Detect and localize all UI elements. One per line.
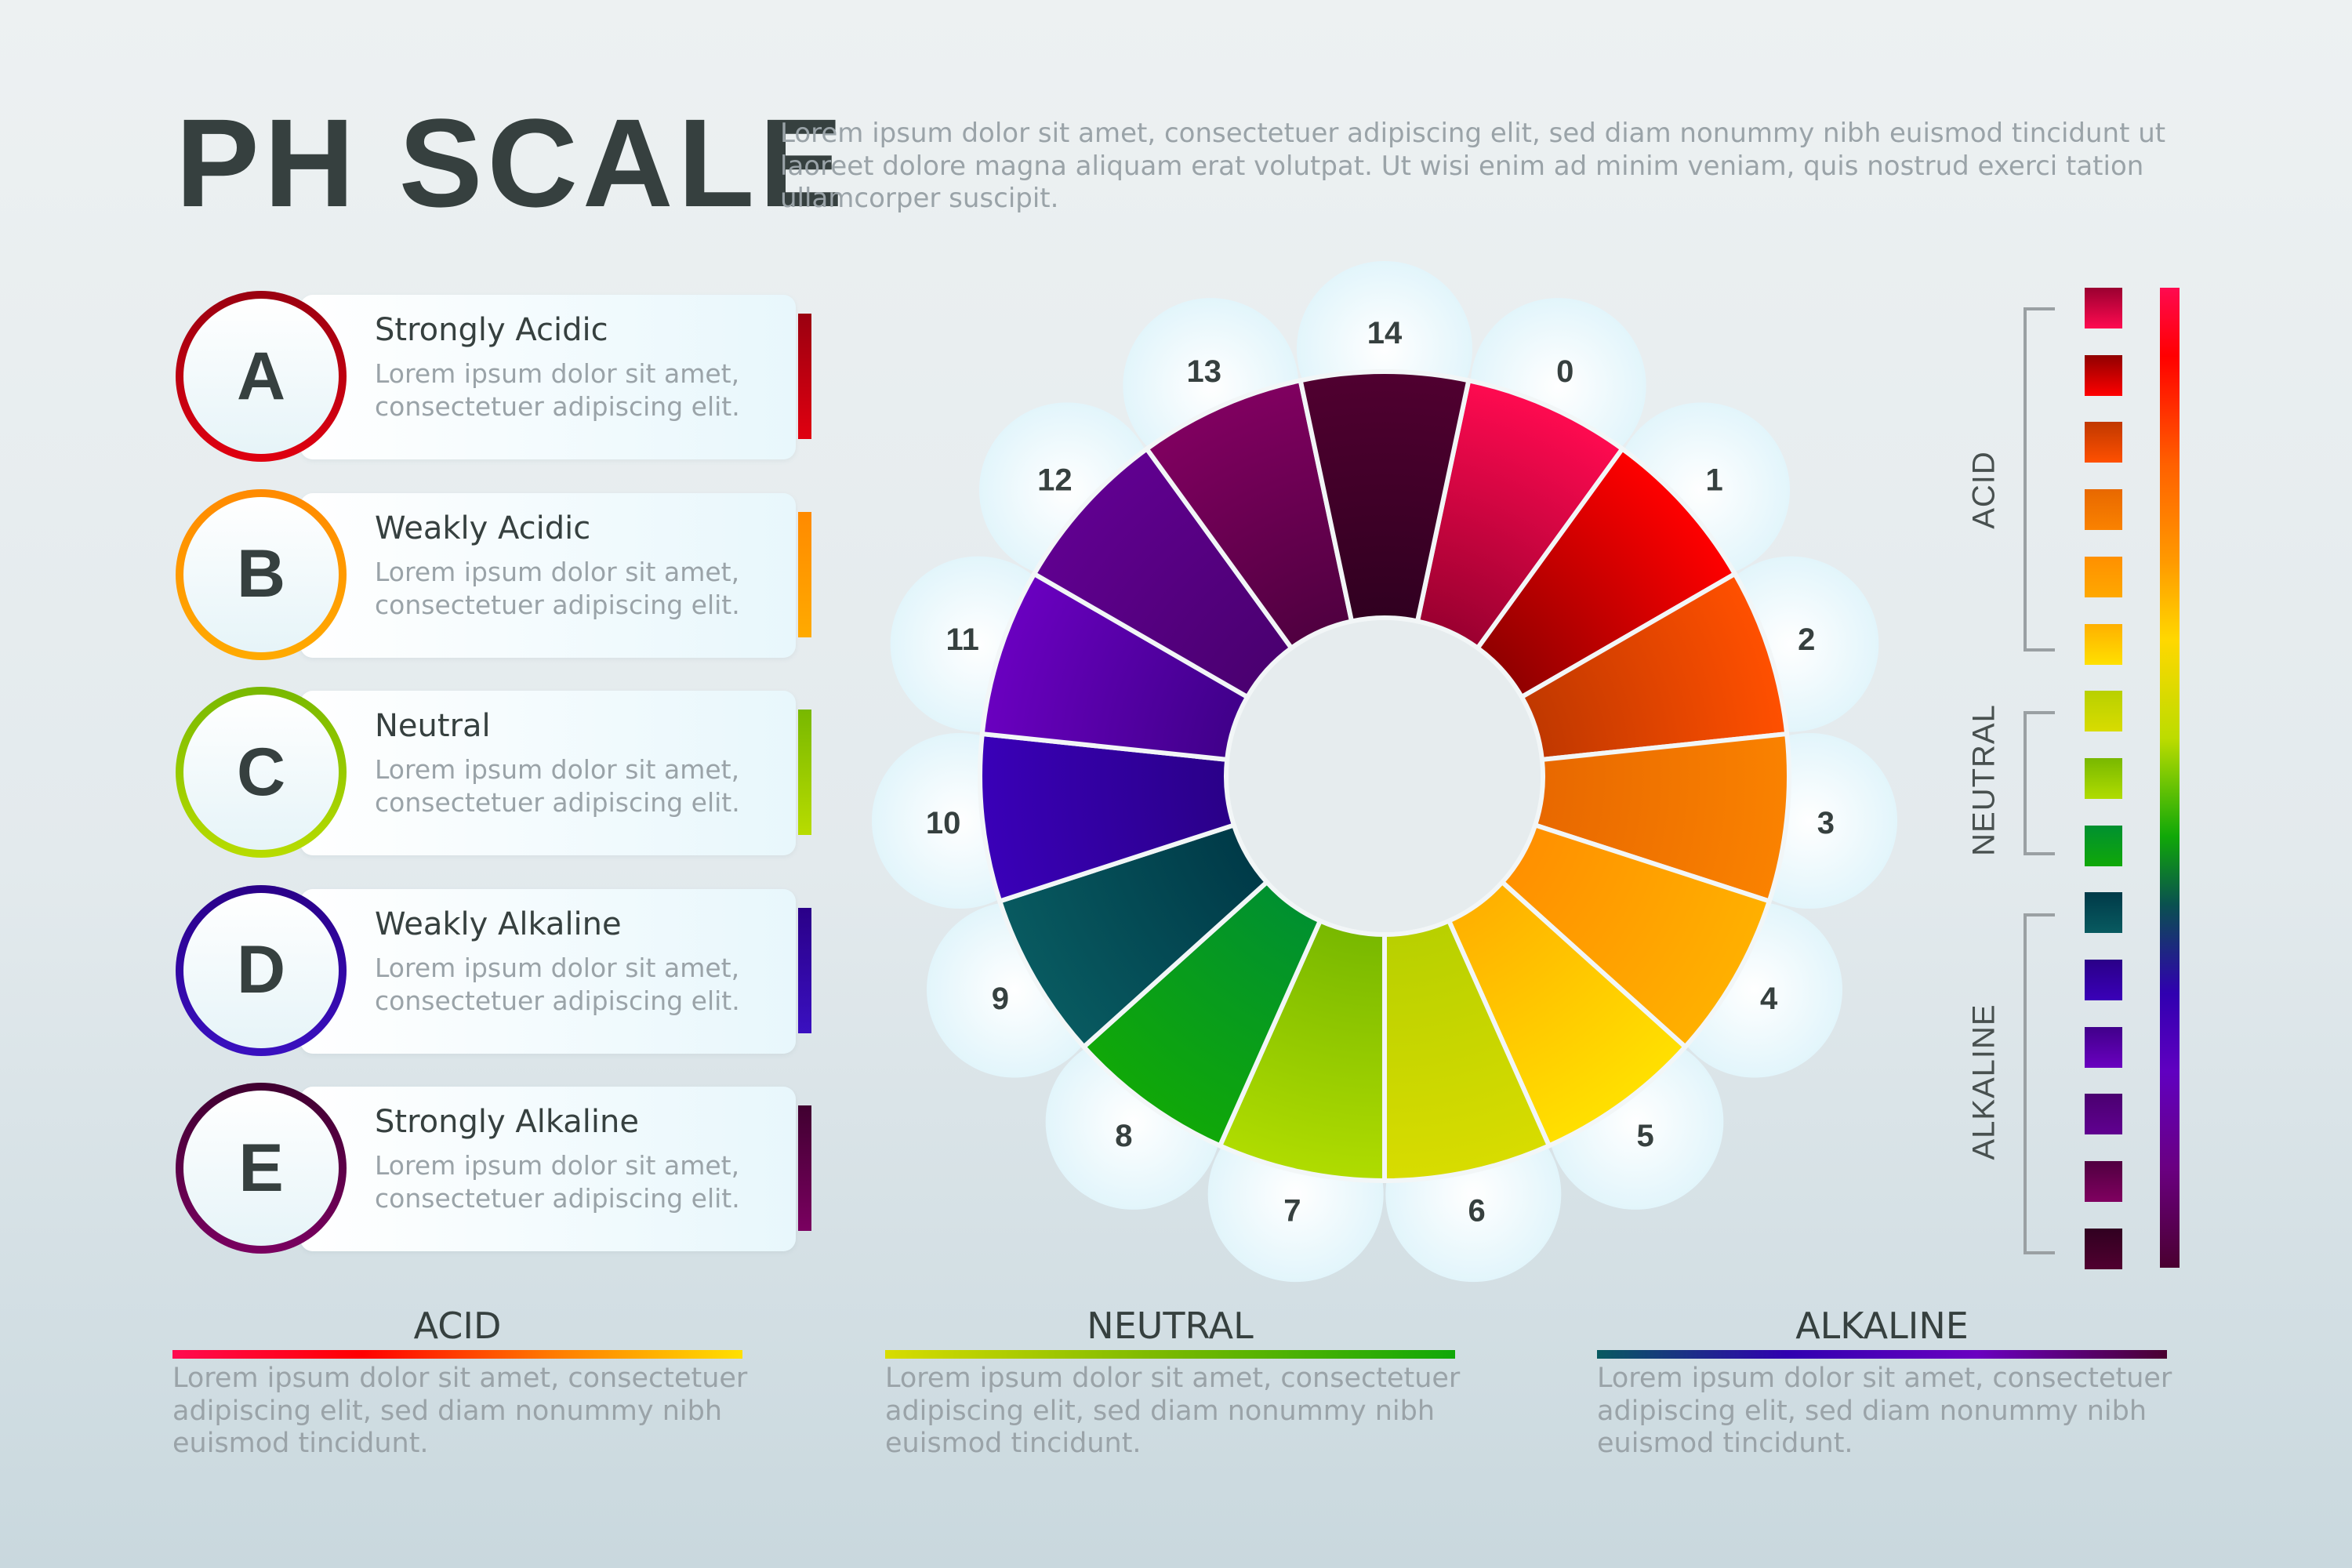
category-card — [300, 888, 796, 1054]
footer-text: Lorem ipsum dolor sit amet, consectetuer… — [885, 1363, 1461, 1459]
footer-gradient-bar — [1597, 1350, 2167, 1359]
category-accent-bar — [798, 710, 811, 835]
category-title: Weakly Alkaline — [375, 906, 622, 942]
ph-label: 13 — [1187, 354, 1222, 389]
ph-segment-14 — [1298, 369, 1472, 624]
ph-swatch — [2085, 1094, 2122, 1135]
ph-swatch — [2085, 288, 2122, 328]
ph-label: 9 — [992, 982, 1009, 1016]
group-bracket — [2024, 307, 2055, 652]
ph-swatch — [2085, 354, 2122, 396]
category-card — [300, 1087, 796, 1251]
category-title: Strongly Alkaline — [375, 1104, 639, 1140]
footer-gradient-bar — [885, 1350, 1455, 1359]
ph-label: 4 — [1760, 982, 1778, 1016]
ph-swatch — [2085, 691, 2122, 732]
ph-label: 12 — [1037, 463, 1073, 497]
group-bracket — [2024, 913, 2055, 1254]
footer-text: Lorem ipsum dolor sit amet, consectetuer… — [1597, 1363, 2172, 1459]
group-label: ALKALINE — [1966, 1004, 2002, 1160]
ph-swatch — [2085, 1228, 2122, 1269]
category-accent-bar — [798, 907, 811, 1033]
category-accent-bar — [798, 511, 811, 637]
intro-description: Lorem ipsum dolor sit amet, consectetuer… — [780, 118, 2166, 214]
wheel-center — [1229, 620, 1541, 932]
footer-text: Lorem ipsum dolor sit amet, consectetuer… — [172, 1363, 748, 1459]
category-letter: E — [183, 1091, 339, 1246]
category-card — [300, 492, 796, 658]
ph-swatch — [2085, 960, 2122, 1000]
group-bracket — [2024, 711, 2055, 855]
category-title: Neutral — [375, 708, 491, 744]
category-card — [300, 691, 796, 855]
ph-gradient-bar — [2160, 288, 2180, 1268]
category-letter: B — [183, 496, 339, 652]
ph-swatch — [2085, 623, 2122, 665]
category-badge: D — [176, 884, 347, 1056]
category-badge: C — [176, 687, 347, 858]
page-title: PH SCALE — [176, 93, 848, 233]
ph-swatch — [2085, 422, 2122, 463]
category-card — [300, 295, 796, 459]
category-accent-bar — [798, 314, 811, 439]
ph-label: 3 — [1817, 806, 1835, 840]
group-label: ACID — [1966, 451, 2002, 529]
ph-swatch — [2085, 892, 2122, 934]
category-accent-bar — [798, 1105, 811, 1231]
footer-title: ACID — [413, 1305, 502, 1347]
ph-label: 2 — [1798, 622, 1815, 657]
category-badge: B — [176, 488, 347, 660]
category-badge: A — [176, 291, 347, 462]
ph-label: 6 — [1468, 1194, 1486, 1229]
category-description: Lorem ipsum dolor sit amet, consectetuer… — [375, 754, 740, 818]
ph-swatch — [2085, 556, 2122, 597]
category-description: Lorem ipsum dolor sit amet, consectetuer… — [375, 556, 740, 620]
category-title: Strongly Acidic — [375, 312, 608, 348]
category-title: Weakly Acidic — [375, 510, 591, 546]
footer-title: NEUTRAL — [1087, 1305, 1254, 1347]
ph-label: 11 — [946, 622, 979, 657]
ph-label: 14 — [1367, 316, 1403, 350]
ph-label: 0 — [1556, 354, 1573, 389]
ph-swatch — [2085, 757, 2122, 799]
ph-swatch — [2085, 825, 2122, 866]
footer-title: ALKALINE — [1795, 1305, 1969, 1347]
ph-label: 1 — [1705, 463, 1722, 497]
ph-label: 10 — [926, 806, 961, 840]
category-letter: A — [183, 299, 339, 454]
ph-swatch — [2085, 1161, 2122, 1203]
ph-swatch — [2085, 489, 2122, 531]
category-letter: D — [183, 892, 339, 1048]
category-description: Lorem ipsum dolor sit amet, consectetuer… — [375, 1150, 740, 1214]
category-letter: C — [183, 695, 339, 850]
ph-label: 5 — [1637, 1119, 1654, 1153]
ph-label: 8 — [1115, 1119, 1132, 1153]
category-description: Lorem ipsum dolor sit amet, consectetuer… — [375, 952, 740, 1016]
ph-swatch — [2085, 1026, 2122, 1068]
category-badge: E — [176, 1083, 347, 1254]
footer-gradient-bar — [172, 1350, 742, 1359]
category-description: Lorem ipsum dolor sit amet, consectetuer… — [375, 358, 740, 422]
ph-label: 7 — [1283, 1194, 1301, 1229]
group-label: NEUTRAL — [1966, 704, 2002, 856]
